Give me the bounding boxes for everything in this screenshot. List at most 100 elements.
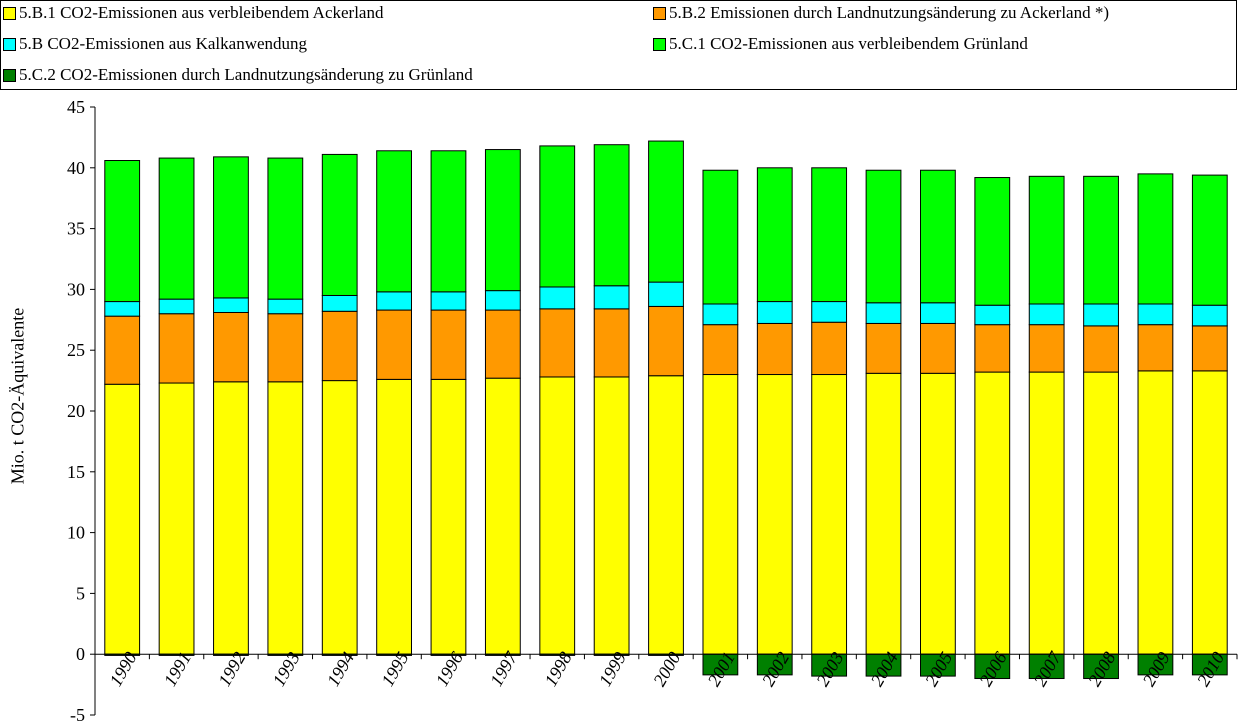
bar-segment-1999-s2 <box>593 308 630 378</box>
bar-segment-2008-s5 <box>1083 653 1119 680</box>
bar-segment-2006-s5 <box>974 653 1011 680</box>
bar-segment-1997-s3 <box>484 290 521 311</box>
bar-segment-1997-s1 <box>484 377 521 655</box>
bar-segment-2010-s4 <box>1191 174 1228 306</box>
bar-segment-2009-s3 <box>1137 303 1174 326</box>
bar-segment-1993-s1 <box>267 381 304 655</box>
bar-segment-1994-s1 <box>321 380 358 655</box>
bar-segment-1998-s4 <box>539 145 576 288</box>
y-tick-label: 30 <box>67 279 85 299</box>
bar-segment-2003-s1 <box>811 374 848 655</box>
bar-segment-2007-s4 <box>1028 175 1065 305</box>
bar-segment-1994-s3 <box>321 294 358 312</box>
y-tick-label: 0 <box>76 644 85 664</box>
bar-segment-2001-s3 <box>702 303 739 326</box>
bar-segment-1997-s2 <box>484 309 521 379</box>
bar-segment-1991-s1 <box>158 382 195 655</box>
bar-segment-2002-s1 <box>756 374 793 655</box>
bar-segment-1995-s3 <box>376 291 412 311</box>
bar-segment-2004-s2 <box>865 322 902 374</box>
bar-segment-2005-s1 <box>920 372 956 655</box>
bar-segment-2000-s4 <box>648 140 684 283</box>
bar-segment-1990-s4 <box>104 160 141 303</box>
bar-segment-2007-s5 <box>1028 653 1065 680</box>
legend-swatch-5b <box>3 37 16 51</box>
legend-item-5c1: 5.C.1 CO2-Emissionen aus verbleibendem G… <box>653 34 1028 54</box>
y-tick-label: 40 <box>67 158 85 178</box>
bar-segment-2002-s4 <box>756 167 793 303</box>
legend-swatch-5b1 <box>3 6 16 20</box>
bar-segment-2003-s2 <box>811 321 848 376</box>
y-tick-label: -5 <box>70 705 85 725</box>
y-tick-label: 10 <box>67 523 85 543</box>
bar-segment-2006-s4 <box>974 177 1011 306</box>
y-tick-label: 5 <box>76 583 85 603</box>
bar-segment-1990-s1 <box>104 383 141 655</box>
bar-segment-1991-s4 <box>158 157 195 300</box>
bar-segment-1998-s2 <box>539 308 576 378</box>
bar-segment-2008-s1 <box>1083 371 1119 655</box>
y-axis-title: Mio. t CO2-Äquivalente <box>7 307 28 485</box>
bar-segment-2005-s4 <box>920 169 956 304</box>
legend-label-5b2: 5.B.2 Emissionen durch Landnutzungsänder… <box>669 3 1110 22</box>
bar-segment-1995-s1 <box>376 378 412 655</box>
bar-segment-2008-s4 <box>1083 175 1119 305</box>
legend-item-5c2: 5.C.2 CO2-Emissionen durch Landnutzungsä… <box>3 65 473 85</box>
legend-label-5c2: 5.C.2 CO2-Emissionen durch Landnutzungsä… <box>19 65 473 84</box>
bar-segment-2004-s1 <box>865 372 902 655</box>
bar-segment-1994-s2 <box>321 310 358 382</box>
y-tick-label: 45 <box>67 97 85 117</box>
bar-segment-2002-s3 <box>756 301 793 324</box>
bar-segment-2001-s2 <box>702 324 739 376</box>
bar-segment-2001-s4 <box>702 169 739 305</box>
legend-label-5b: 5.B CO2-Emissionen aus Kalkanwendung <box>19 34 308 53</box>
bar-segment-2003-s4 <box>811 167 848 303</box>
legend-item-5b: 5.B CO2-Emissionen aus Kalkanwendung <box>3 34 307 54</box>
bar-segment-2009-s4 <box>1137 173 1174 305</box>
bar-segment-2009-s1 <box>1137 370 1174 655</box>
bar-segment-2005-s3 <box>920 302 956 324</box>
y-tick-label: 15 <box>67 462 85 482</box>
bar-segment-1996-s2 <box>430 309 467 380</box>
bar-segment-2004-s3 <box>865 302 902 324</box>
bar-segment-1996-s4 <box>430 150 467 293</box>
bar-segment-1992-s4 <box>213 156 249 299</box>
bar-segment-1996-s3 <box>430 291 467 311</box>
bar-segment-1992-s2 <box>213 312 249 383</box>
bar-segment-2007-s1 <box>1028 371 1065 655</box>
bar-segment-1993-s3 <box>267 298 304 315</box>
legend-label-5b1: 5.B.1 CO2-Emissionen aus verbleibendem A… <box>19 3 384 22</box>
bar-segment-2000-s2 <box>648 305 684 377</box>
chart-legend: 5.B.1 CO2-Emissionen aus verbleibendem A… <box>0 0 1237 90</box>
bar-segment-2008-s2 <box>1083 325 1119 373</box>
bar-segment-2002-s2 <box>756 322 793 376</box>
bar-segment-1990-s3 <box>104 301 141 317</box>
bar-segment-2008-s3 <box>1083 303 1119 327</box>
bar-segment-1991-s2 <box>158 313 195 384</box>
bar-segment-1995-s2 <box>376 309 412 380</box>
legend-item-5b1: 5.B.1 CO2-Emissionen aus verbleibendem A… <box>3 3 383 23</box>
bar-segment-1996-s1 <box>430 378 467 655</box>
bar-segment-1993-s2 <box>267 313 304 383</box>
legend-label-5c1: 5.C.1 CO2-Emissionen aus verbleibendem G… <box>669 34 1028 53</box>
legend-swatch-5c2 <box>3 68 16 82</box>
bar-segment-1995-s4 <box>376 150 412 293</box>
bar-segment-1998-s3 <box>539 286 576 310</box>
bar-segment-2005-s2 <box>920 322 956 374</box>
bar-segment-2000-s1 <box>648 375 684 655</box>
bar-segment-1990-s2 <box>104 315 141 385</box>
y-tick-label: 25 <box>67 340 85 360</box>
bar-segment-1992-s1 <box>213 381 249 655</box>
bar-segment-2006-s1 <box>974 371 1011 655</box>
bar-segment-2010-s2 <box>1191 325 1228 372</box>
bar-segment-2010-s3 <box>1191 304 1228 327</box>
bar-segment-2006-s3 <box>974 304 1011 326</box>
bar-segment-1997-s4 <box>484 149 521 292</box>
y-tick-label: 35 <box>67 219 85 239</box>
bar-segment-2007-s2 <box>1028 324 1065 373</box>
bar-segment-2010-s1 <box>1191 370 1228 655</box>
bar-segment-2000-s3 <box>648 281 684 307</box>
bar-segment-2004-s4 <box>865 169 902 304</box>
bar-segment-1999-s3 <box>593 285 630 310</box>
